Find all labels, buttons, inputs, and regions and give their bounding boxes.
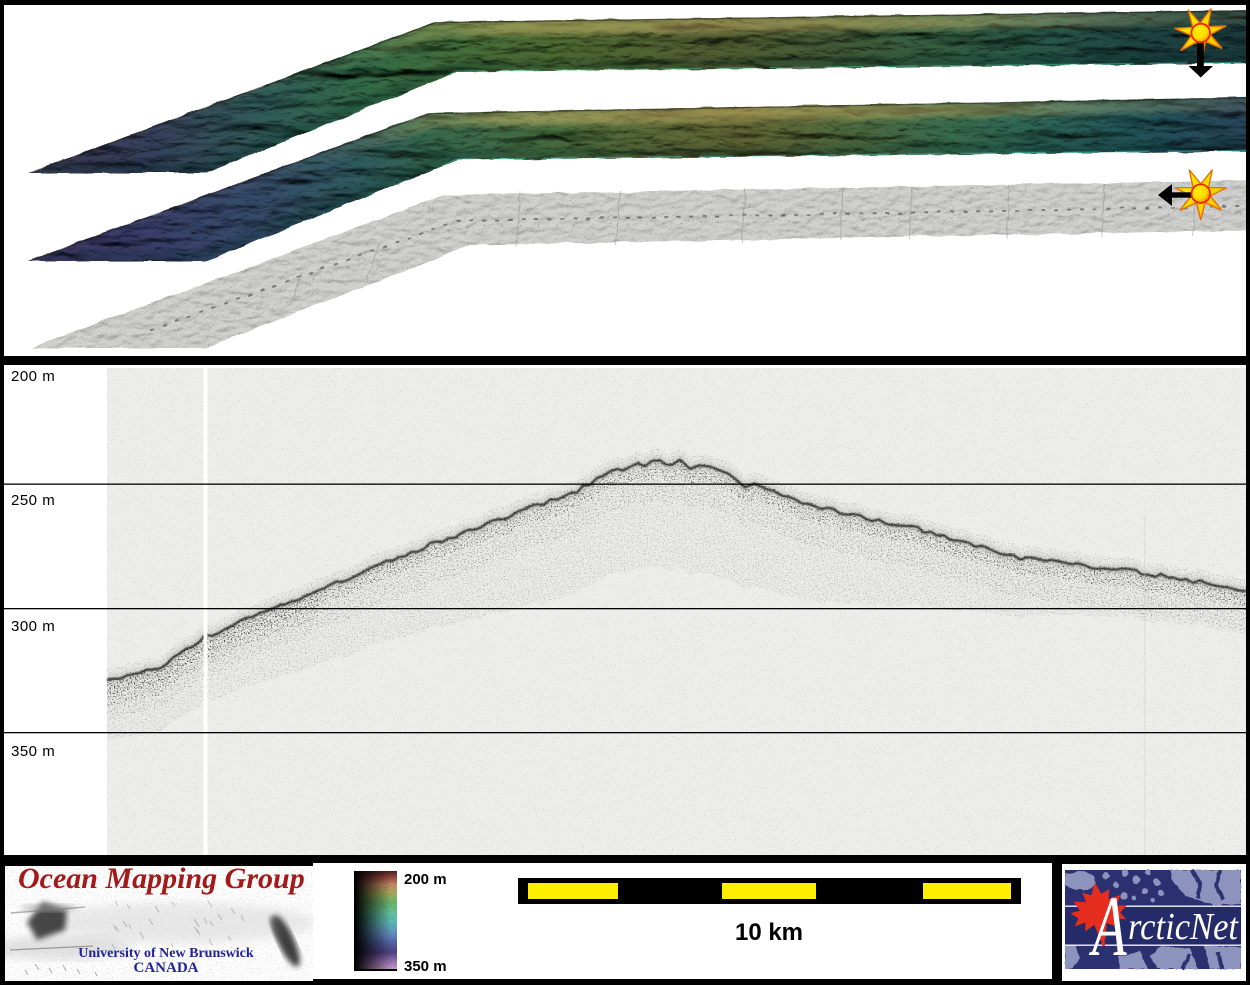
svg-text:200 m: 200 m	[404, 871, 447, 888]
svg-text:A: A	[1089, 878, 1127, 974]
svg-text:rcticNet: rcticNet	[1128, 906, 1239, 948]
svg-text:10 km: 10 km	[735, 919, 803, 946]
svg-text:350 m: 350 m	[404, 958, 447, 975]
